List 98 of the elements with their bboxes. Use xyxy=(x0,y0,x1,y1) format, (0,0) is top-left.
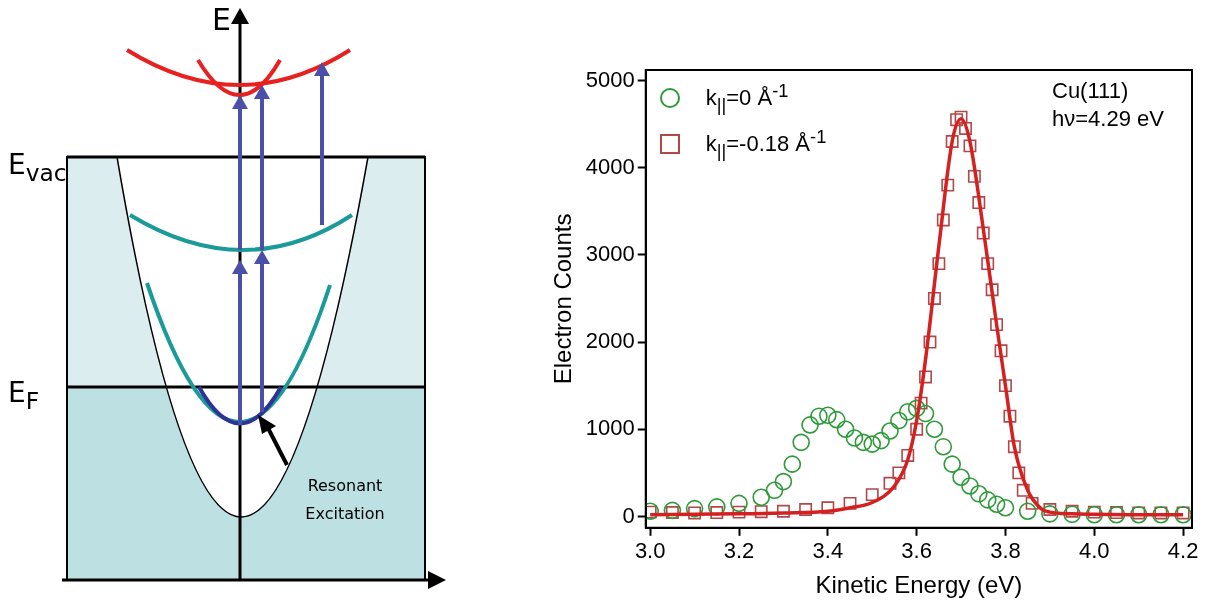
annotation: hν=4.29 eV xyxy=(1052,106,1164,132)
point xyxy=(685,499,704,518)
point xyxy=(1043,503,1057,516)
point xyxy=(927,292,941,305)
point xyxy=(872,431,890,450)
y-tick-label: 3000 xyxy=(585,240,635,266)
point xyxy=(732,505,746,519)
point xyxy=(783,455,802,473)
text: Resonant Excitation xyxy=(304,475,386,525)
point xyxy=(970,484,988,503)
point xyxy=(898,403,917,421)
point xyxy=(710,506,724,519)
point xyxy=(765,481,784,500)
point xyxy=(934,437,953,456)
point xyxy=(1107,505,1126,524)
text: E$_{vac}$ xyxy=(8,148,67,187)
point xyxy=(910,422,924,436)
y-tick-label: 2000 xyxy=(585,328,635,354)
point xyxy=(996,498,1015,517)
point xyxy=(827,410,846,429)
y-axis-title: Electron Counts xyxy=(549,213,577,385)
point xyxy=(1041,505,1059,523)
point xyxy=(901,448,915,462)
point xyxy=(919,370,932,384)
y-tick-label: 0 xyxy=(622,502,635,528)
point xyxy=(1085,505,1104,524)
point xyxy=(1152,505,1170,524)
point xyxy=(863,435,882,453)
legend-label: k$_{||}$=-0.18 Å$^{-1}$ xyxy=(705,125,827,162)
point xyxy=(1129,505,1148,524)
point xyxy=(792,433,810,452)
point xyxy=(999,379,1012,393)
point xyxy=(810,407,828,425)
point xyxy=(990,318,1004,332)
point xyxy=(932,257,946,271)
point xyxy=(1025,496,1039,510)
x-tick-label: 4.2 xyxy=(1167,538,1199,564)
point xyxy=(907,399,926,418)
point xyxy=(881,422,899,440)
point xyxy=(730,494,748,513)
point xyxy=(923,335,937,349)
point xyxy=(845,429,864,447)
point xyxy=(799,503,813,516)
point xyxy=(1018,502,1037,521)
x-tick-label: 3.0 xyxy=(634,538,666,564)
point xyxy=(752,488,771,507)
point xyxy=(836,420,855,439)
point xyxy=(663,501,682,520)
point xyxy=(972,196,986,209)
point xyxy=(854,433,873,452)
point xyxy=(892,466,906,480)
point xyxy=(819,406,837,425)
point xyxy=(1087,505,1101,519)
text: E$_{F}$ xyxy=(8,376,40,415)
point xyxy=(1007,440,1021,454)
point xyxy=(821,501,835,515)
point xyxy=(994,344,1008,358)
point xyxy=(890,411,908,430)
point xyxy=(1012,466,1026,480)
point xyxy=(950,113,964,127)
point xyxy=(978,491,997,509)
point xyxy=(952,468,970,487)
point xyxy=(945,135,959,148)
point xyxy=(981,257,995,271)
point xyxy=(754,505,768,519)
point xyxy=(776,504,790,518)
point xyxy=(967,169,981,183)
point xyxy=(976,226,990,240)
point xyxy=(959,121,972,135)
x-tick-label: 3.6 xyxy=(901,538,932,564)
x-tick-label: 3.2 xyxy=(723,538,755,564)
point xyxy=(774,472,793,491)
point xyxy=(925,420,944,439)
point xyxy=(1174,505,1192,524)
point xyxy=(987,495,1006,514)
point xyxy=(963,139,977,153)
point xyxy=(883,476,897,490)
legend-label: k$_{||}$=0 Å$^{-1}$ xyxy=(705,80,789,116)
y-tick-label: 4000 xyxy=(585,153,635,179)
point xyxy=(961,477,979,495)
point xyxy=(985,283,999,297)
point xyxy=(936,213,950,227)
point xyxy=(954,110,968,124)
x-tick-label: 4.0 xyxy=(1079,538,1110,564)
point xyxy=(1016,483,1030,497)
point xyxy=(801,416,819,434)
point xyxy=(1065,504,1079,518)
point xyxy=(1063,505,1081,524)
annotation: Cu(111) xyxy=(1052,78,1129,104)
point xyxy=(1003,409,1017,423)
x-tick-label: 3.8 xyxy=(990,538,1021,564)
point xyxy=(941,178,955,192)
point xyxy=(943,455,961,473)
y-tick-label: 5000 xyxy=(585,66,635,92)
x-axis-title: Kinetic Energy (eV) xyxy=(815,571,1023,599)
y-tick-label: 1000 xyxy=(585,415,635,441)
text: E xyxy=(212,2,231,37)
x-tick-label: 3.4 xyxy=(812,538,844,564)
